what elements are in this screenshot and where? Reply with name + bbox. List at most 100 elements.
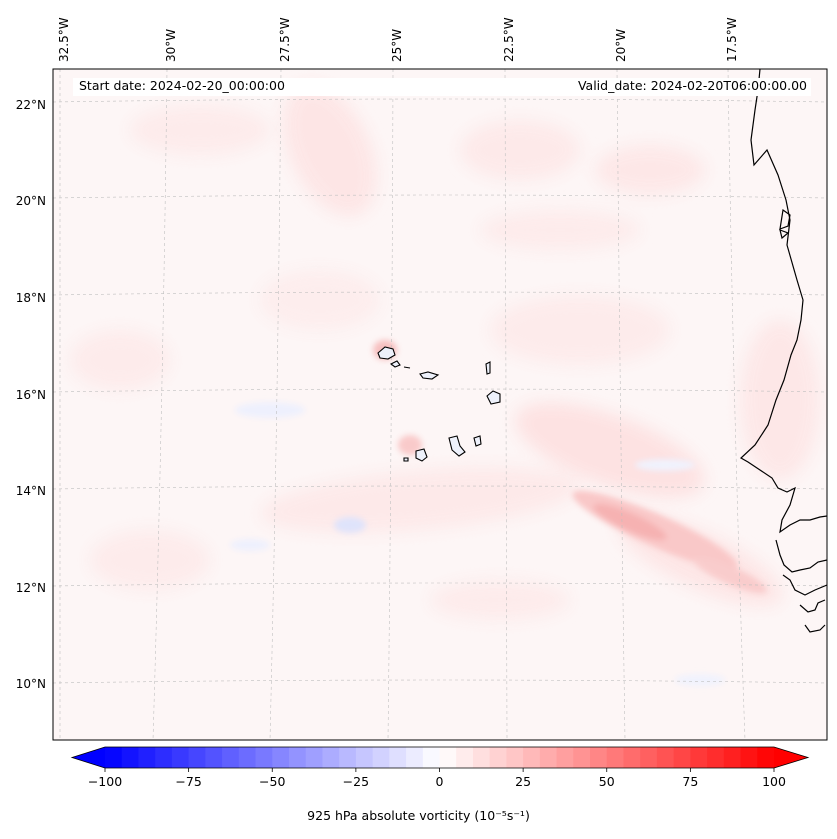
meridian-22-5w bbox=[504, 69, 508, 740]
parallel-18n bbox=[53, 291, 827, 296]
colorbar-segment bbox=[707, 747, 725, 768]
island-santo-antao bbox=[377, 346, 396, 360]
colorbar-segment bbox=[389, 747, 407, 768]
colorbar-segment bbox=[640, 747, 658, 768]
colorbar-segment bbox=[590, 747, 608, 768]
coastline-africa bbox=[739, 69, 827, 633]
colorbar-segment bbox=[456, 747, 474, 768]
colorbar-segment bbox=[489, 747, 507, 768]
parallel-16n bbox=[53, 388, 827, 393]
colorbar-segment bbox=[238, 747, 257, 768]
colorbar-tick-label: −25 bbox=[342, 774, 370, 789]
colorbar-segment bbox=[205, 747, 223, 768]
colorbar-segment bbox=[305, 747, 324, 768]
valid-date-text: Valid_date: 2024-02-20T06:00:00.00 bbox=[577, 78, 807, 93]
colorbar-segment bbox=[272, 747, 290, 768]
island-fogo bbox=[415, 448, 428, 462]
parallel-14n bbox=[53, 485, 827, 490]
start-date-text: Start date: 2024-02-20_00:00:00 bbox=[79, 78, 285, 93]
colorbar-label: 925 hPa absolute vorticity (10⁻⁵s⁻¹) bbox=[307, 808, 530, 823]
colorbar-segment bbox=[740, 747, 758, 768]
parallel-10n bbox=[53, 679, 827, 684]
lon-label-32-5w: 32.5°W bbox=[57, 17, 71, 62]
colorbar-segment bbox=[723, 747, 742, 768]
colorbar-segment bbox=[339, 747, 357, 768]
graticule bbox=[53, 69, 827, 740]
lat-label-12n: 12°N bbox=[15, 581, 46, 595]
lat-label-16n: 16°N bbox=[15, 388, 46, 402]
colorbar-segment bbox=[623, 747, 641, 768]
meridian-27-5w bbox=[269, 69, 282, 740]
colorbar-segment bbox=[690, 747, 708, 768]
colorbar-segment bbox=[556, 747, 574, 768]
colorbar-segment bbox=[472, 747, 491, 768]
colorbar-segment bbox=[255, 747, 273, 768]
map-panel bbox=[53, 69, 827, 740]
colorbar-segment bbox=[439, 747, 457, 768]
lon-label-27-5w: 27.5°W bbox=[278, 17, 292, 62]
colorbar-segment bbox=[656, 747, 675, 768]
colorbar-segment bbox=[606, 747, 625, 768]
island-brava bbox=[403, 457, 409, 462]
colorbar-segment bbox=[322, 747, 340, 768]
colorbar-segment bbox=[539, 747, 558, 768]
cape-verde-islands bbox=[377, 346, 501, 462]
colorbar-tick-label: −75 bbox=[175, 774, 202, 789]
colorbar-segment bbox=[506, 747, 524, 768]
lat-label-18n: 18°N bbox=[15, 291, 46, 305]
lat-label-14n: 14°N bbox=[15, 484, 46, 498]
ocean-background bbox=[53, 69, 827, 740]
colorbar-segment bbox=[757, 747, 775, 768]
colorbar-segment bbox=[673, 747, 691, 768]
lon-label-25w: 25°W bbox=[390, 28, 404, 62]
colorbar-segment bbox=[523, 747, 541, 768]
island-sal bbox=[485, 361, 491, 375]
lat-label-10n: 10°N bbox=[15, 677, 46, 691]
colorbar-tick-label: −50 bbox=[259, 774, 286, 789]
meridian-20w bbox=[616, 69, 626, 740]
lat-label-20n: 20°N bbox=[15, 194, 46, 208]
island-sao-nicolau bbox=[419, 371, 440, 380]
colorbar-extend-max bbox=[774, 747, 808, 768]
colorbar-segment bbox=[222, 747, 240, 768]
colorbar-segment bbox=[573, 747, 591, 768]
meridian-17-5w bbox=[727, 69, 746, 740]
colorbar-segment bbox=[422, 747, 441, 768]
map-frame bbox=[52, 68, 828, 741]
lat-label-22n: 22°N bbox=[15, 98, 46, 112]
island-maio bbox=[473, 435, 482, 447]
colorbar-segment bbox=[288, 747, 307, 768]
lon-label-20w: 20°W bbox=[614, 28, 628, 62]
meridian-30w bbox=[152, 69, 168, 740]
colorbar-segment bbox=[188, 747, 206, 768]
parallel-12n bbox=[53, 582, 827, 587]
island-santiago bbox=[448, 435, 466, 457]
colorbar-segment bbox=[355, 747, 374, 768]
colorbar-segment bbox=[121, 747, 140, 768]
lon-label-17-5w: 17.5°W bbox=[725, 17, 739, 62]
colorbar-segment bbox=[138, 747, 156, 768]
island-boa-vista bbox=[486, 390, 501, 405]
lon-label-30w: 30°W bbox=[164, 28, 178, 62]
colorbar-segment bbox=[406, 747, 424, 768]
colorbar-segment bbox=[171, 747, 190, 768]
colorbar bbox=[70, 746, 810, 769]
parallel-20n bbox=[53, 194, 827, 199]
colorbar-segment bbox=[372, 747, 390, 768]
colorbar-segment bbox=[105, 747, 123, 768]
colorbar-tick-label: −100 bbox=[87, 774, 123, 789]
colorbar-tick-label: 0 bbox=[435, 774, 444, 789]
colorbar-tick-label: 25 bbox=[515, 774, 532, 789]
colorbar-extend-min bbox=[72, 747, 105, 768]
info-strip bbox=[73, 78, 811, 96]
colorbar-ticks bbox=[104, 768, 775, 772]
island-sao-vicente bbox=[389, 360, 401, 368]
colorbar-segment bbox=[155, 747, 173, 768]
lon-label-22-5w: 22.5°W bbox=[502, 17, 516, 62]
meridian-25w bbox=[387, 69, 394, 740]
parallel-22n bbox=[53, 98, 827, 103]
colorbar-tick-label: 50 bbox=[598, 774, 615, 789]
vorticity-field bbox=[70, 84, 820, 686]
colorbar-tick-label: 100 bbox=[762, 774, 786, 789]
